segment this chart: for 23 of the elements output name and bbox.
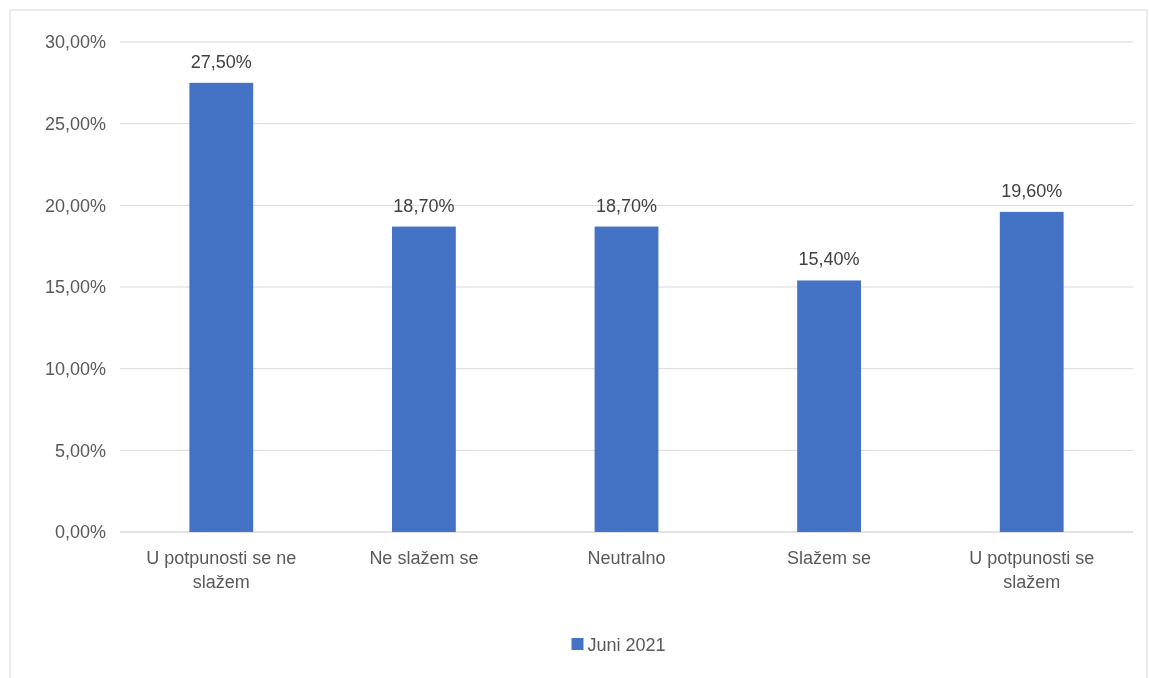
y-tick-label: 20,00% <box>44 195 106 216</box>
data-label: 18,70% <box>393 195 455 216</box>
y-tick-label: 25,00% <box>44 113 106 134</box>
bar <box>189 82 254 532</box>
y-tick-label: 10,00% <box>44 358 106 379</box>
bar <box>594 226 659 532</box>
x-tick-label: Neutralno <box>587 548 666 568</box>
y-tick-label: 15,00% <box>44 277 106 298</box>
data-label: 19,60% <box>1001 180 1063 201</box>
x-tick-label: Slažem se <box>787 548 872 568</box>
x-tick-label: U potpunosti se slažem <box>969 548 1095 592</box>
x-tick-label: U potpunosti se ne slažem <box>146 548 297 592</box>
bar <box>391 226 456 532</box>
data-label: 27,50% <box>190 51 252 72</box>
legend-label: Juni 2021 <box>587 635 666 656</box>
x-tick-label: Ne slažem se <box>369 548 479 568</box>
bar <box>797 280 862 532</box>
y-tick-label: 0,00% <box>54 522 106 543</box>
data-label: 15,40% <box>798 249 860 270</box>
y-tick-label: 5,00% <box>54 440 106 461</box>
y-tick-label: 30,00% <box>44 32 106 53</box>
data-label: 18,70% <box>595 195 658 216</box>
bar <box>999 211 1064 532</box>
